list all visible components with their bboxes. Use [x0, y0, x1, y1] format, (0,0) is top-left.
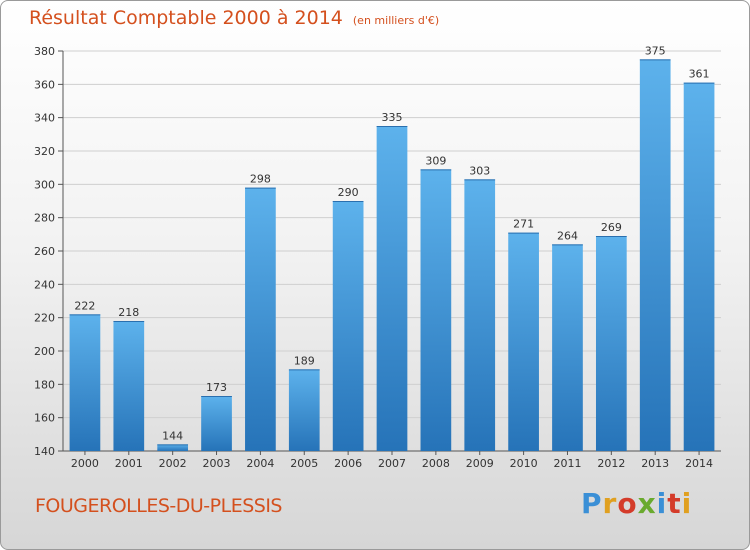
logo-letter: P: [581, 487, 603, 520]
x-tick-label: 2005: [290, 457, 318, 470]
data-label: 335: [382, 111, 403, 124]
x-tick-label: 2004: [246, 457, 274, 470]
logo-letter: r: [602, 487, 618, 520]
bar: [201, 396, 232, 451]
x-tick-label: 2002: [159, 457, 187, 470]
y-tick-label: 340: [34, 112, 55, 125]
data-label: 264: [557, 229, 578, 242]
y-tick-label: 380: [34, 45, 55, 58]
x-tick-label: 2009: [466, 457, 494, 470]
y-tick-label: 320: [34, 145, 55, 158]
bar: [420, 169, 452, 452]
x-tick-label: 2001: [115, 457, 143, 470]
x-tick-label: 2011: [553, 457, 581, 470]
bar: [464, 179, 496, 452]
x-tick-label: 2012: [597, 457, 625, 470]
bar: [508, 232, 539, 451]
x-tick-label: 2008: [422, 457, 450, 470]
x-tick-label: 2014: [685, 457, 713, 470]
bar: [245, 187, 276, 451]
bar: [288, 369, 320, 451]
y-tick-label: 360: [34, 78, 55, 91]
bar: [595, 236, 627, 451]
chart-title-text: Résultat Comptable 2000 à 2014: [29, 7, 343, 29]
chart-title: Résultat Comptable 2000 à 2014 (en millie…: [29, 7, 439, 29]
commune-name: FOUGEROLLES-DU-PLESSIS: [35, 495, 283, 517]
data-label: 189: [294, 354, 315, 367]
x-tick-label: 2000: [71, 457, 99, 470]
bar: [332, 201, 364, 451]
data-label: 271: [513, 218, 534, 231]
bars: [69, 59, 715, 452]
bar: [113, 321, 145, 451]
data-label: 218: [118, 306, 139, 319]
data-label: 173: [206, 381, 227, 394]
x-tick-label: 2003: [203, 457, 231, 470]
y-tick-label: 200: [34, 345, 55, 358]
bar: [376, 126, 408, 451]
y-tick-label: 260: [34, 245, 55, 258]
logo-letter: t: [667, 487, 682, 520]
y-tick-label: 220: [34, 312, 55, 325]
bar: [639, 59, 671, 451]
y-tick-label: 140: [34, 445, 55, 458]
x-tick-label: 2006: [334, 457, 362, 470]
proxiti-logo: Proxiti: [581, 487, 692, 520]
data-label: 303: [469, 164, 490, 177]
y-tick-label: 160: [34, 412, 55, 425]
data-label: 361: [689, 68, 710, 81]
y-tick-label: 280: [34, 212, 55, 225]
data-label: 309: [425, 154, 446, 167]
bar: [69, 314, 101, 451]
data-label: 222: [74, 299, 95, 312]
data-label: 375: [645, 44, 666, 57]
labels: 222 2000 218 2001 144 2002 173 2003 298 2004 189 20…: [71, 44, 713, 470]
y-tick-label: 240: [34, 278, 55, 291]
x-tick-label: 2007: [378, 457, 406, 470]
data-label: 290: [338, 186, 359, 199]
bar: [683, 82, 715, 452]
logo-letter: x: [637, 487, 657, 520]
logo-letter: i: [656, 487, 668, 520]
bar: [552, 244, 583, 451]
y-tick-label: 300: [34, 178, 55, 191]
logo-letter: i: [681, 487, 693, 520]
chart-subtitle: (en milliers d'€): [352, 14, 440, 27]
logo-letter: o: [617, 487, 638, 520]
y-tick-label: 180: [34, 378, 55, 391]
x-tick-label: 2013: [641, 457, 669, 470]
x-tick-label: 2010: [510, 457, 538, 470]
bar: [157, 444, 189, 451]
data-label: 269: [601, 221, 622, 234]
data-label: 144: [162, 429, 183, 442]
data-label: 298: [250, 173, 271, 186]
